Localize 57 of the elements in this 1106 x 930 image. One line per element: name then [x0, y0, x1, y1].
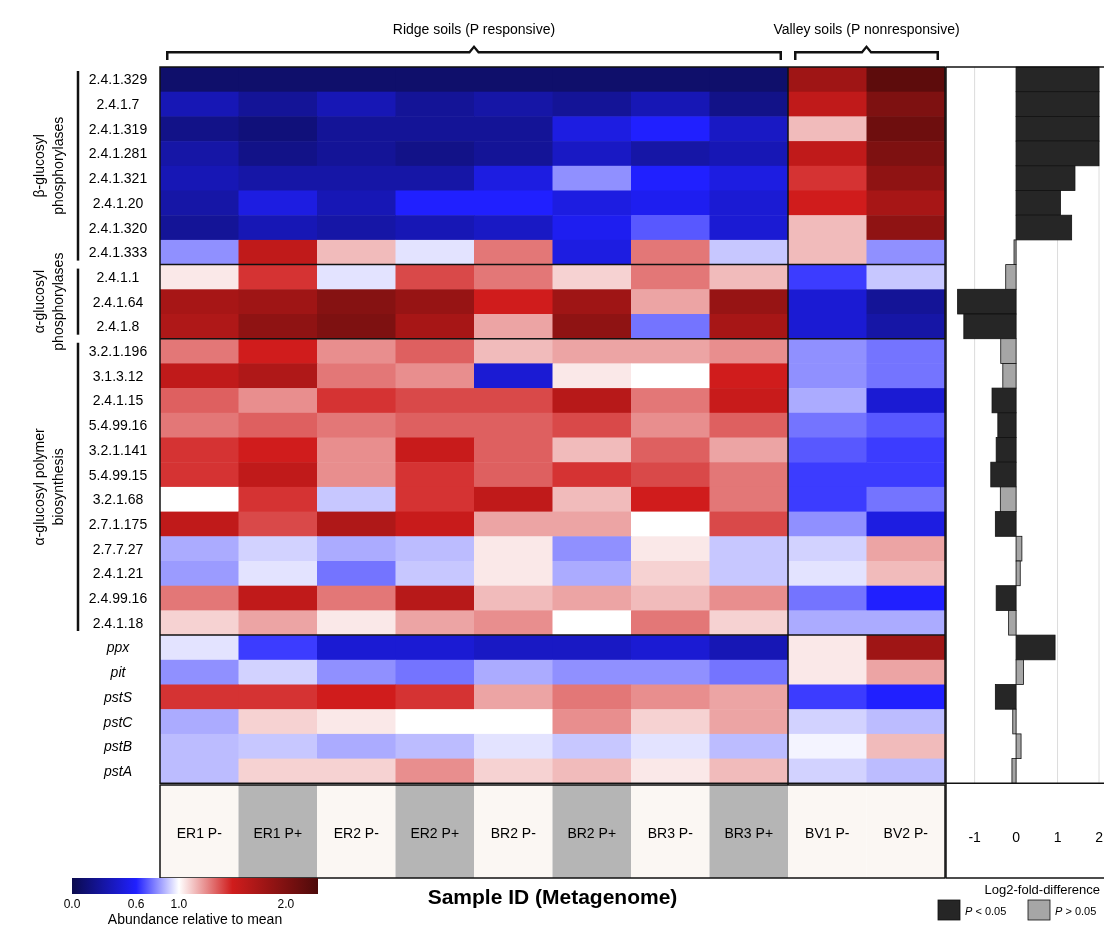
y-tick-label: 2.4.1.20: [92, 194, 144, 211]
x-tick-label: 0: [1012, 829, 1021, 845]
y-tick-label: pstB: [102, 738, 133, 755]
y-tick-label: 5.4.99.16: [88, 417, 148, 434]
legend-label: P < 0.05: [965, 905, 1007, 917]
y-tick-label: 2.4.99.16: [88, 590, 148, 607]
text: β-glucosyl phosphorylases: [31, 116, 66, 215]
y-tick-label: 2.4.1.7: [96, 96, 140, 113]
legend-label: P > 0.05: [1055, 905, 1097, 917]
legend-title: Log2-fold-difference: [984, 882, 1100, 897]
color-bar-label: 2.0: [277, 897, 295, 911]
x-tick-label: ER2 P+: [410, 825, 460, 841]
color-bar-label: 0.0: [63, 897, 81, 911]
y-tick-label: 3.2.1.196: [88, 343, 148, 360]
color-bar-label: 1.0: [170, 897, 188, 911]
y-tick-label: pstA: [102, 762, 133, 779]
y-tick-label: 2.4.1.21: [92, 565, 144, 582]
y-tick-label: 2.4.1.319: [88, 120, 148, 137]
y-tick-label: 2.4.1.18: [92, 614, 144, 631]
color-bar-title: Abundance relative to mean: [107, 911, 283, 927]
x-tick-label: 2: [1095, 829, 1104, 845]
y-tick-label: 2.4.1.8: [96, 318, 140, 335]
y-tick-label: 2.7.1.175: [88, 515, 148, 532]
x-tick-label: ER1 P+: [253, 825, 303, 841]
y-tick-label: 2.4.1.333: [88, 244, 148, 261]
y-tick-label: pit: [109, 664, 127, 681]
x-tick-label: BV1 P-: [805, 825, 850, 841]
x-tick-label: BV2 P-: [883, 825, 929, 841]
text: Valley soils (P nonresponsive): [773, 21, 960, 37]
x-axis-title: Sample ID (Metagenome): [427, 885, 678, 908]
x-tick-label: BR3 P-: [647, 825, 694, 841]
x-tick-label: 1: [1053, 829, 1062, 845]
y-tick-label: 2.4.1.321: [88, 170, 148, 187]
y-tick-label: 5.4.99.15: [88, 466, 148, 483]
x-tick-label: BR3 P+: [724, 825, 774, 841]
y-tick-label: 2.4.1.64: [92, 293, 144, 310]
y-tick-label: 3.2.1.68: [92, 491, 144, 508]
y-tick-label: pstS: [102, 688, 133, 705]
y-tick-label: 3.1.3.12: [92, 367, 144, 384]
y-tick-label: 2.4.1.1: [96, 268, 140, 285]
x-tick-label: BR2 P+: [567, 825, 617, 841]
x-tick-label: ER1 P-: [176, 825, 223, 841]
y-tick-label: 2.4.1.281: [88, 145, 148, 162]
color-bar-label: 0.6: [127, 897, 145, 911]
y-tick-label: pstC: [102, 713, 134, 730]
x-tick-label: BR2 P-: [490, 825, 537, 841]
text: Ridge soils (P responsive): [392, 21, 556, 37]
y-tick-label: 2.4.1.320: [88, 219, 148, 236]
x-tick-label: -1: [968, 829, 982, 845]
y-tick-label: 2.4.1.15: [92, 392, 144, 409]
text: α-glucosyl polymer biosynthesis: [31, 428, 66, 546]
x-tick-label: ER2 P-: [333, 825, 380, 841]
y-tick-label: 3.2.1.141: [88, 441, 148, 458]
text: α-glucosyl phosphorylases: [31, 252, 66, 351]
y-tick-label: 2.7.7.27: [92, 540, 144, 557]
y-tick-label: 2.4.1.329: [88, 71, 148, 88]
y-tick-label: ppx: [105, 639, 131, 656]
